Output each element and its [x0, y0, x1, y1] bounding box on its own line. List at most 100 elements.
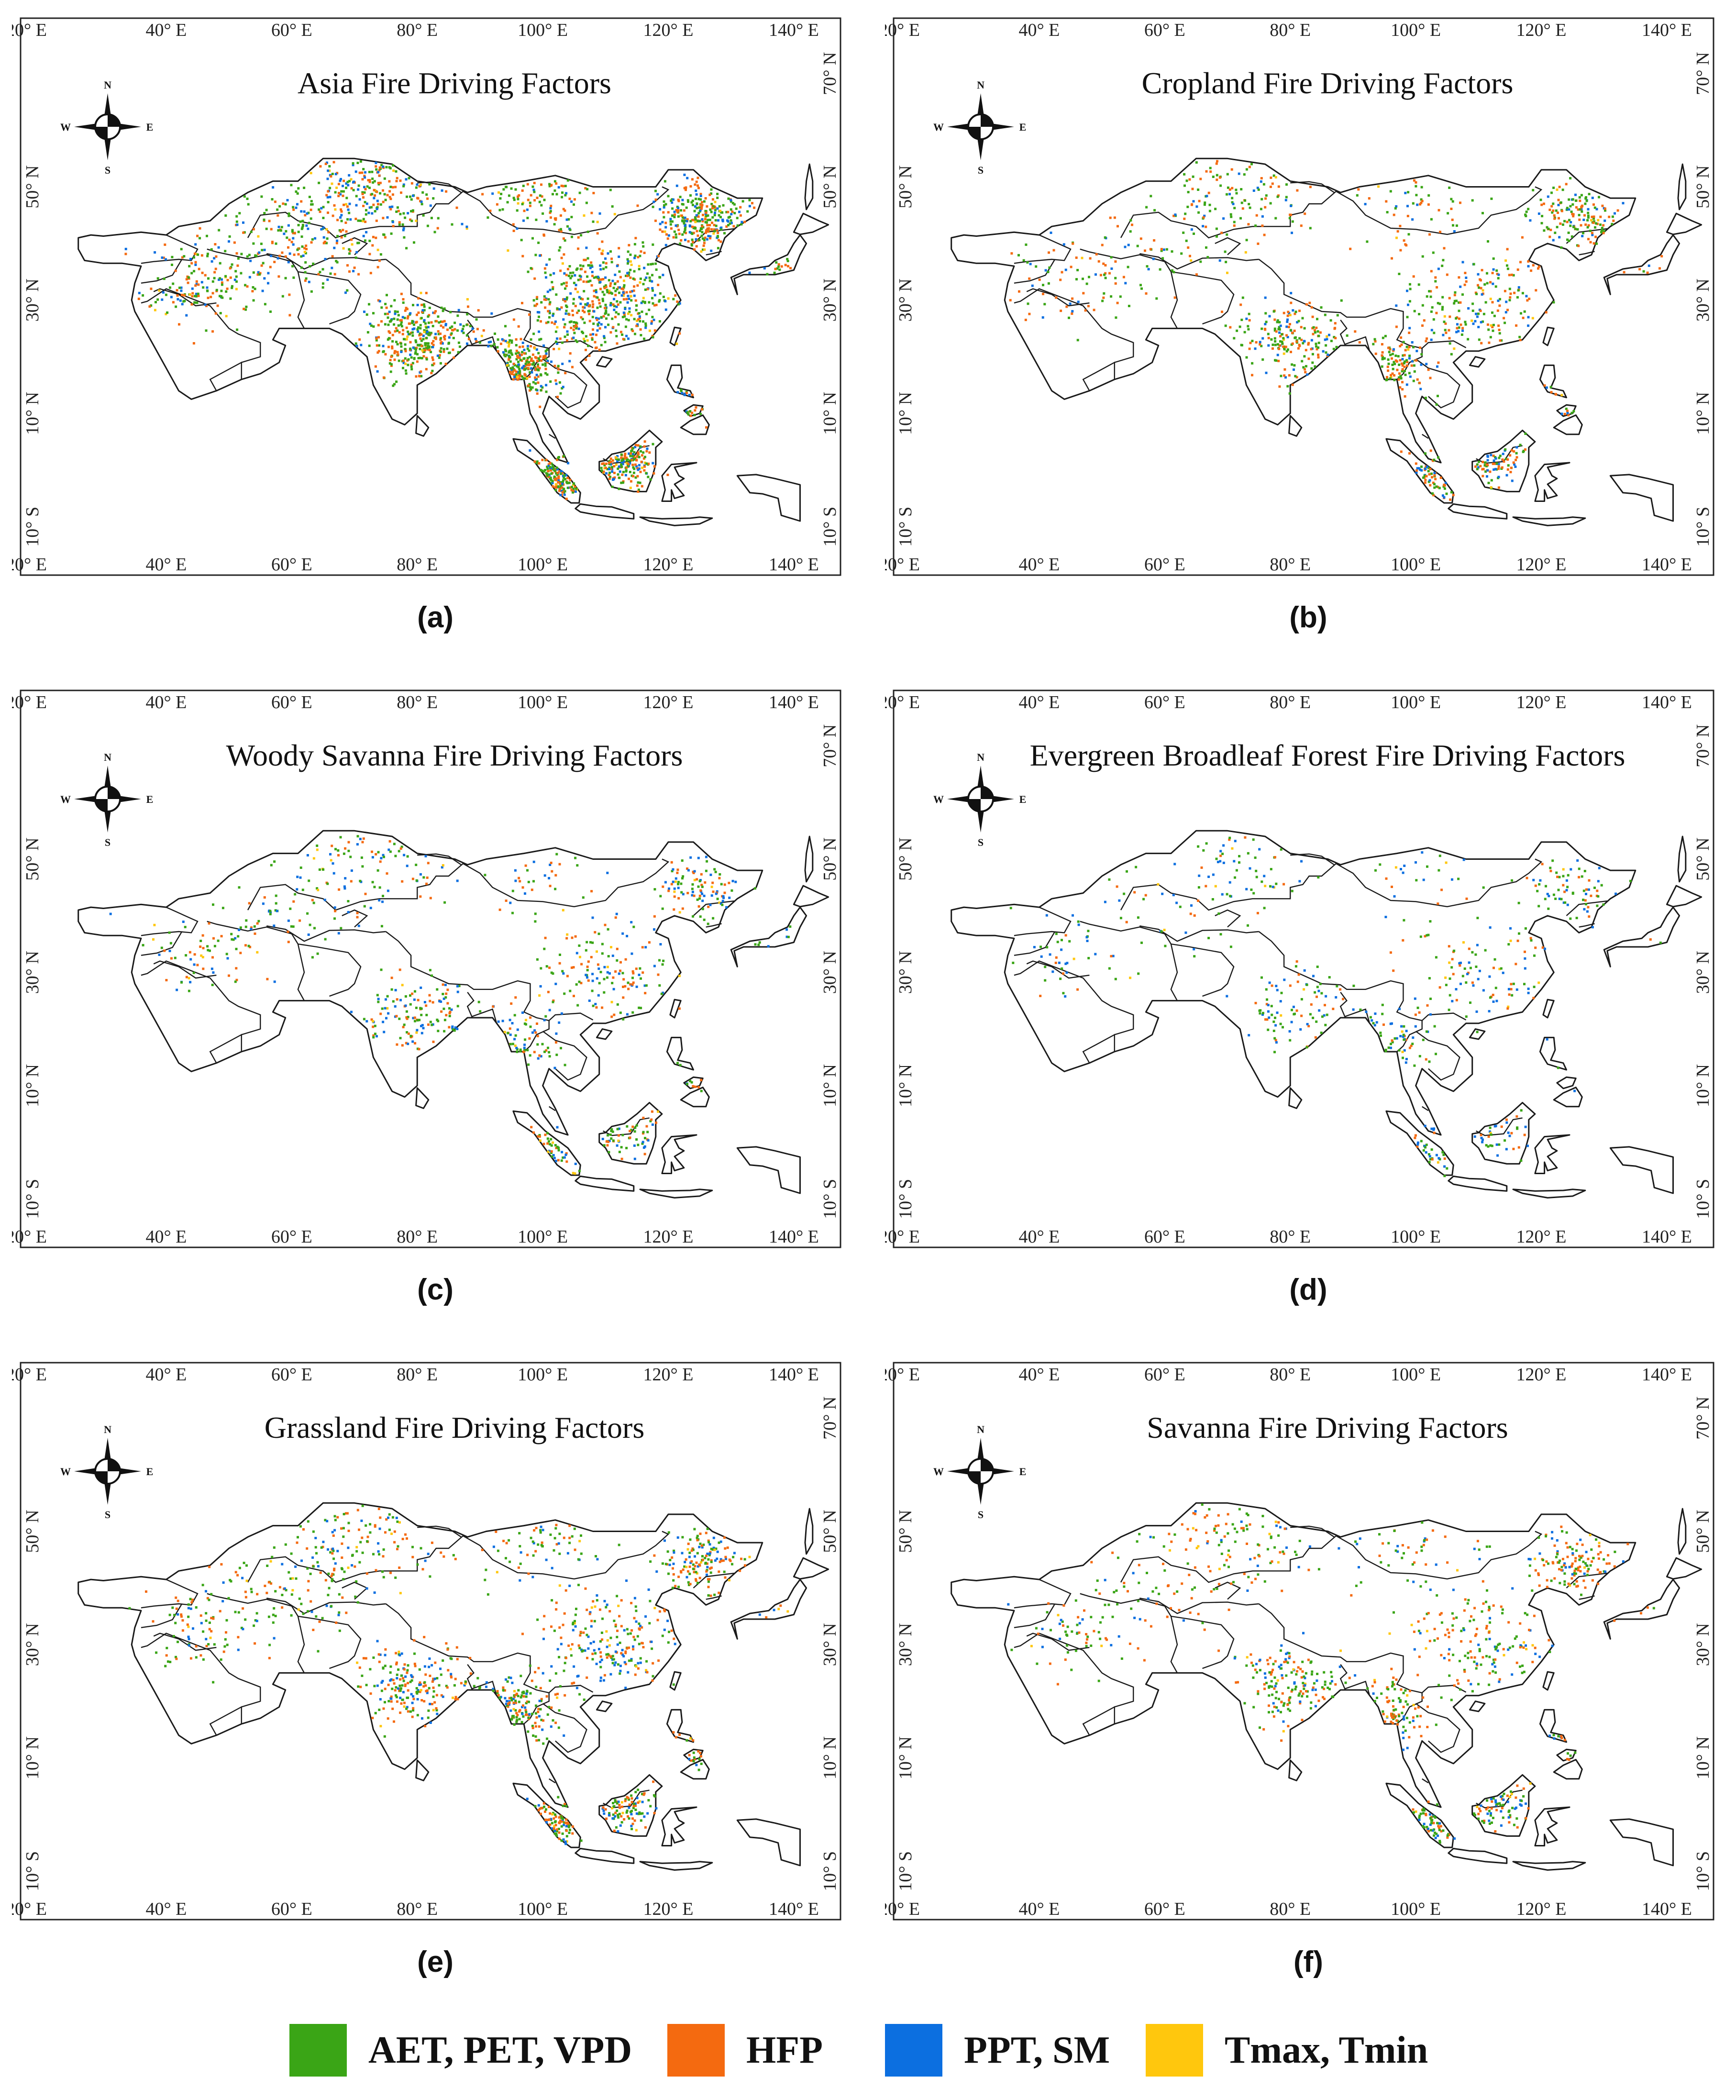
fire-point-hfp [713, 228, 716, 231]
fire-point-aet-pet-vpd [414, 990, 416, 993]
fire-point-ppt-sm [741, 221, 743, 223]
fire-point-tmax-tmin [622, 279, 625, 282]
fire-point-aet-pet-vpd [412, 304, 414, 307]
fire-point-aet-pet-vpd [1431, 306, 1434, 309]
fire-point-hfp [608, 478, 611, 480]
x-tick-label-top: 40° E [1018, 20, 1060, 40]
fire-point-hfp [564, 300, 567, 303]
fire-point-ppt-sm [440, 1000, 442, 1003]
fire-point-aet-pet-vpd [731, 202, 734, 205]
fire-point-aet-pet-vpd [612, 287, 615, 289]
fire-point-aet-pet-vpd [684, 219, 686, 222]
fire-point-tmax-tmin [642, 297, 645, 300]
fire-point-hfp [370, 1018, 373, 1021]
fire-point-aet-pet-vpd [1061, 967, 1063, 970]
fire-point-aet-pet-vpd [1388, 351, 1391, 354]
fire-point-hfp [389, 208, 392, 211]
fire-point-aet-pet-vpd [339, 836, 342, 839]
fire-point-ppt-sm [538, 330, 541, 333]
fire-point-aet-pet-vpd [630, 299, 633, 302]
fire-point-hfp [558, 229, 561, 232]
fire-point-hfp [376, 344, 378, 347]
fire-point-hfp [338, 888, 341, 891]
fire-point-hfp [1548, 209, 1551, 211]
fire-point-aet-pet-vpd [1494, 456, 1497, 459]
fire-point-aet-pet-vpd [375, 339, 378, 342]
fire-point-aet-pet-vpd [689, 194, 692, 197]
fire-point-aet-pet-vpd [1043, 303, 1046, 306]
compass-label-s: S [105, 164, 111, 176]
fire-point-ppt-sm [730, 213, 733, 216]
fire-point-aet-pet-vpd [633, 1130, 636, 1133]
fire-point-ppt-sm [1515, 988, 1518, 991]
fire-point-aet-pet-vpd [620, 481, 623, 484]
fire-point-ppt-sm [168, 950, 171, 952]
fire-point-hfp [1277, 359, 1280, 362]
fire-point-aet-pet-vpd [637, 1144, 640, 1146]
fire-point-ppt-sm [262, 902, 265, 905]
fire-point-aet-pet-vpd [622, 471, 625, 473]
fire-point-ppt-sm [586, 976, 588, 979]
fire-point-hfp [431, 356, 434, 359]
fire-point-hfp [1095, 253, 1098, 256]
fire-point-hfp [598, 302, 601, 305]
fire-point-hfp [643, 1153, 646, 1156]
fire-point-ppt-sm [1473, 1135, 1476, 1138]
fire-point-aet-pet-vpd [615, 457, 618, 460]
fire-point-hfp [644, 992, 647, 995]
fire-point-aet-pet-vpd [1243, 173, 1246, 176]
fire-point-ppt-sm [634, 445, 637, 448]
x-tick-label-bottom: 140° E [769, 555, 819, 575]
fire-point-ppt-sm [1409, 375, 1412, 378]
fire-point-ppt-sm [391, 205, 394, 208]
fire-point-hfp [270, 228, 273, 231]
fire-point-hfp [1519, 339, 1522, 342]
fire-point-tmax-tmin [586, 339, 589, 342]
fire-point-aet-pet-vpd [1297, 320, 1300, 322]
fire-point-aet-pet-vpd [1215, 227, 1218, 230]
fire-point-hfp [636, 484, 639, 487]
fire-point-hfp [614, 294, 617, 297]
fire-point-hfp [573, 995, 575, 998]
fire-point-hfp [405, 1042, 408, 1044]
fire-point-aet-pet-vpd [321, 286, 324, 289]
fire-point-ppt-sm [1428, 479, 1431, 482]
fire-point-hfp [552, 999, 555, 1002]
fire-point-ppt-sm [591, 271, 594, 273]
fire-point-tmax-tmin [643, 461, 646, 464]
fire-point-hfp [538, 1054, 541, 1057]
fire-point-hfp [1289, 323, 1291, 325]
fire-point-ppt-sm [352, 270, 355, 273]
fire-point-aet-pet-vpd [727, 197, 730, 200]
fire-point-tmax-tmin [154, 309, 156, 311]
fire-point-hfp [1419, 346, 1421, 349]
fire-point-hfp [542, 1143, 545, 1145]
fire-point-aet-pet-vpd [645, 472, 648, 475]
fire-point-aet-pet-vpd [422, 303, 425, 306]
country-border [1014, 288, 1134, 363]
fire-point-aet-pet-vpd [1506, 267, 1509, 270]
fire-point-aet-pet-vpd [439, 337, 442, 340]
fire-point-hfp [1488, 341, 1491, 344]
fire-point-hfp [1300, 326, 1303, 329]
fire-point-ppt-sm [1407, 303, 1409, 306]
fire-point-ppt-sm [1570, 221, 1572, 223]
fire-point-aet-pet-vpd [560, 283, 563, 286]
fire-point-aet-pet-vpd [669, 220, 672, 223]
fire-point-hfp [409, 332, 412, 334]
fire-point-hfp [1144, 249, 1146, 252]
fire-point-tmax-tmin [1326, 335, 1328, 338]
fire-point-hfp [613, 476, 616, 479]
fire-point-aet-pet-vpd [1567, 874, 1570, 877]
y-tick-label-left: 30° N [896, 278, 916, 322]
fire-point-hfp [559, 482, 562, 485]
fire-point-ppt-sm [402, 229, 405, 232]
fire-point-aet-pet-vpd [1412, 202, 1415, 205]
fire-point-ppt-sm [630, 921, 633, 923]
fire-point-ppt-sm [451, 1025, 454, 1028]
fire-point-aet-pet-vpd [1393, 363, 1396, 366]
x-tick-label-bottom: 120° E [1516, 555, 1567, 575]
fire-point-ppt-sm [1537, 212, 1540, 215]
fire-point-aet-pet-vpd [528, 383, 531, 386]
fire-point-aet-pet-vpd [348, 252, 351, 255]
